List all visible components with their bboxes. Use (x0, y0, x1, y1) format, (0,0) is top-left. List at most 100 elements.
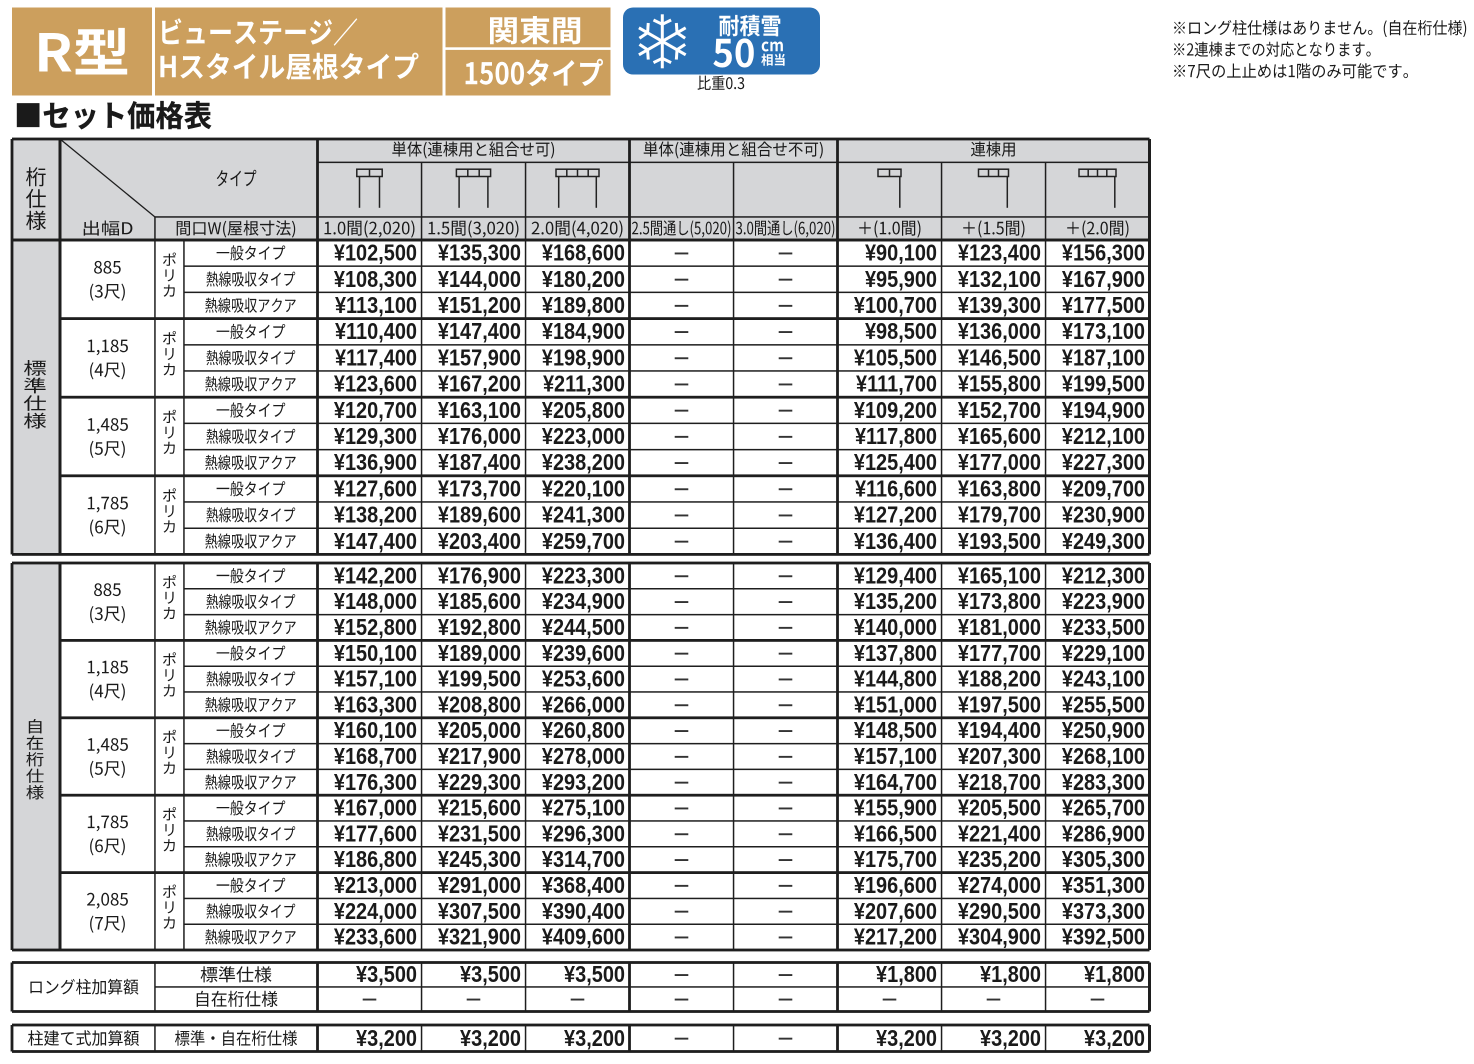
svg-text:¥3,200: ¥3,200 (876, 1025, 937, 1051)
svg-text:¥108,300: ¥108,300 (334, 266, 417, 292)
svg-text:¥231,500: ¥231,500 (438, 821, 521, 847)
svg-text:¥120,700: ¥120,700 (334, 397, 417, 423)
svg-text:¥351,300: ¥351,300 (1062, 873, 1145, 899)
svg-text:¥146,500: ¥146,500 (958, 345, 1041, 371)
svg-text:¥278,000: ¥278,000 (542, 744, 625, 770)
svg-text:¥196,600: ¥196,600 (854, 873, 937, 899)
svg-text:¥3,200: ¥3,200 (460, 1025, 521, 1051)
svg-text:¥217,200: ¥217,200 (854, 924, 937, 950)
svg-text:¥286,900: ¥286,900 (1062, 821, 1145, 847)
svg-text:¥255,500: ¥255,500 (1062, 692, 1145, 718)
svg-text:¥211,300: ¥211,300 (543, 371, 625, 397)
svg-text:¥176,900: ¥176,900 (438, 563, 521, 589)
svg-text:¥218,700: ¥218,700 (958, 769, 1041, 795)
svg-text:¥125,400: ¥125,400 (854, 450, 937, 476)
svg-text:¥144,800: ¥144,800 (854, 666, 937, 692)
svg-text:¥163,800: ¥163,800 (958, 476, 1041, 502)
svg-text:¥188,200: ¥188,200 (958, 666, 1041, 692)
svg-text:¥243,100: ¥243,100 (1062, 666, 1145, 692)
svg-text:¥217,900: ¥217,900 (438, 744, 521, 770)
svg-text:¥207,600: ¥207,600 (854, 898, 937, 924)
svg-text:¥187,400: ¥187,400 (438, 450, 521, 476)
svg-text:¥1,800: ¥1,800 (876, 962, 937, 988)
svg-text:¥102,500: ¥102,500 (334, 240, 417, 266)
svg-text:¥296,300: ¥296,300 (542, 821, 625, 847)
svg-text:¥185,600: ¥185,600 (438, 589, 521, 615)
svg-text:¥117,800: ¥117,800 (855, 424, 937, 450)
svg-text:¥151,000: ¥151,000 (854, 692, 937, 718)
svg-text:¥208,800: ¥208,800 (438, 692, 521, 718)
svg-text:¥314,700: ¥314,700 (542, 847, 625, 873)
svg-text:¥244,500: ¥244,500 (542, 615, 625, 641)
svg-text:¥233,600: ¥233,600 (334, 924, 417, 950)
svg-text:¥139,300: ¥139,300 (958, 293, 1041, 319)
svg-text:¥135,200: ¥135,200 (854, 589, 937, 615)
svg-text:¥157,900: ¥157,900 (438, 345, 521, 371)
svg-text:¥227,300: ¥227,300 (1062, 450, 1145, 476)
svg-text:¥113,100: ¥113,100 (335, 293, 417, 319)
svg-text:¥177,700: ¥177,700 (958, 640, 1041, 666)
svg-text:¥127,200: ¥127,200 (854, 502, 937, 528)
svg-text:¥187,100: ¥187,100 (1062, 345, 1145, 371)
svg-text:¥275,100: ¥275,100 (542, 795, 625, 821)
svg-text:¥148,000: ¥148,000 (334, 589, 417, 615)
svg-text:¥135,300: ¥135,300 (438, 240, 521, 266)
svg-text:¥157,100: ¥157,100 (334, 666, 417, 692)
svg-text:¥3,200: ¥3,200 (564, 1025, 625, 1051)
svg-text:¥144,000: ¥144,000 (438, 266, 521, 292)
svg-text:¥179,700: ¥179,700 (958, 502, 1041, 528)
svg-text:¥136,400: ¥136,400 (854, 528, 937, 554)
svg-text:¥268,100: ¥268,100 (1062, 744, 1145, 770)
svg-text:¥142,200: ¥142,200 (334, 563, 417, 589)
svg-text:¥199,500: ¥199,500 (1062, 371, 1145, 397)
svg-text:¥235,200: ¥235,200 (958, 847, 1041, 873)
svg-text:¥129,300: ¥129,300 (334, 424, 417, 450)
svg-text:¥163,300: ¥163,300 (334, 692, 417, 718)
svg-text:¥136,900: ¥136,900 (334, 450, 417, 476)
svg-text:¥157,100: ¥157,100 (854, 744, 937, 770)
svg-text:¥137,800: ¥137,800 (854, 640, 937, 666)
svg-text:¥152,700: ¥152,700 (958, 397, 1041, 423)
svg-text:¥207,300: ¥207,300 (958, 744, 1041, 770)
svg-text:¥260,800: ¥260,800 (542, 718, 625, 744)
svg-text:¥241,300: ¥241,300 (542, 502, 625, 528)
svg-text:¥221,400: ¥221,400 (958, 821, 1041, 847)
svg-text:¥129,400: ¥129,400 (854, 563, 937, 589)
svg-text:¥220,100: ¥220,100 (542, 476, 625, 502)
svg-text:¥176,000: ¥176,000 (438, 424, 521, 450)
svg-text:¥307,500: ¥307,500 (438, 898, 521, 924)
svg-text:¥167,200: ¥167,200 (438, 371, 521, 397)
svg-text:¥151,200: ¥151,200 (438, 293, 521, 319)
svg-text:¥234,900: ¥234,900 (542, 589, 625, 615)
svg-text:¥223,300: ¥223,300 (542, 563, 625, 589)
svg-text:¥173,800: ¥173,800 (958, 589, 1041, 615)
svg-text:¥90,100: ¥90,100 (865, 240, 937, 266)
svg-text:¥265,700: ¥265,700 (1062, 795, 1145, 821)
svg-text:¥1,800: ¥1,800 (980, 962, 1041, 988)
svg-text:¥147,400: ¥147,400 (334, 528, 417, 554)
svg-text:¥177,600: ¥177,600 (334, 821, 417, 847)
svg-text:¥293,200: ¥293,200 (542, 769, 625, 795)
svg-text:¥163,100: ¥163,100 (438, 397, 521, 423)
svg-text:¥3,200: ¥3,200 (356, 1025, 417, 1051)
svg-text:¥203,400: ¥203,400 (438, 528, 521, 554)
svg-text:¥249,300: ¥249,300 (1062, 528, 1145, 554)
svg-text:¥199,500: ¥199,500 (438, 666, 521, 692)
svg-text:¥132,100: ¥132,100 (958, 266, 1041, 292)
svg-text:¥291,000: ¥291,000 (438, 873, 521, 899)
svg-text:¥140,000: ¥140,000 (854, 615, 937, 641)
svg-text:¥229,300: ¥229,300 (438, 769, 521, 795)
svg-text:¥368,400: ¥368,400 (542, 873, 625, 899)
svg-text:¥173,100: ¥173,100 (1062, 319, 1145, 345)
svg-text:¥105,500: ¥105,500 (854, 345, 937, 371)
svg-text:¥205,800: ¥205,800 (542, 397, 625, 423)
svg-text:¥189,600: ¥189,600 (438, 502, 521, 528)
svg-text:¥109,200: ¥109,200 (854, 397, 937, 423)
svg-text:¥123,600: ¥123,600 (334, 371, 417, 397)
svg-text:¥259,700: ¥259,700 (542, 528, 625, 554)
svg-text:¥233,500: ¥233,500 (1062, 615, 1145, 641)
svg-text:¥156,300: ¥156,300 (1062, 240, 1145, 266)
svg-text:¥184,900: ¥184,900 (542, 319, 625, 345)
svg-text:¥98,500: ¥98,500 (865, 319, 937, 345)
svg-text:¥123,400: ¥123,400 (958, 240, 1041, 266)
